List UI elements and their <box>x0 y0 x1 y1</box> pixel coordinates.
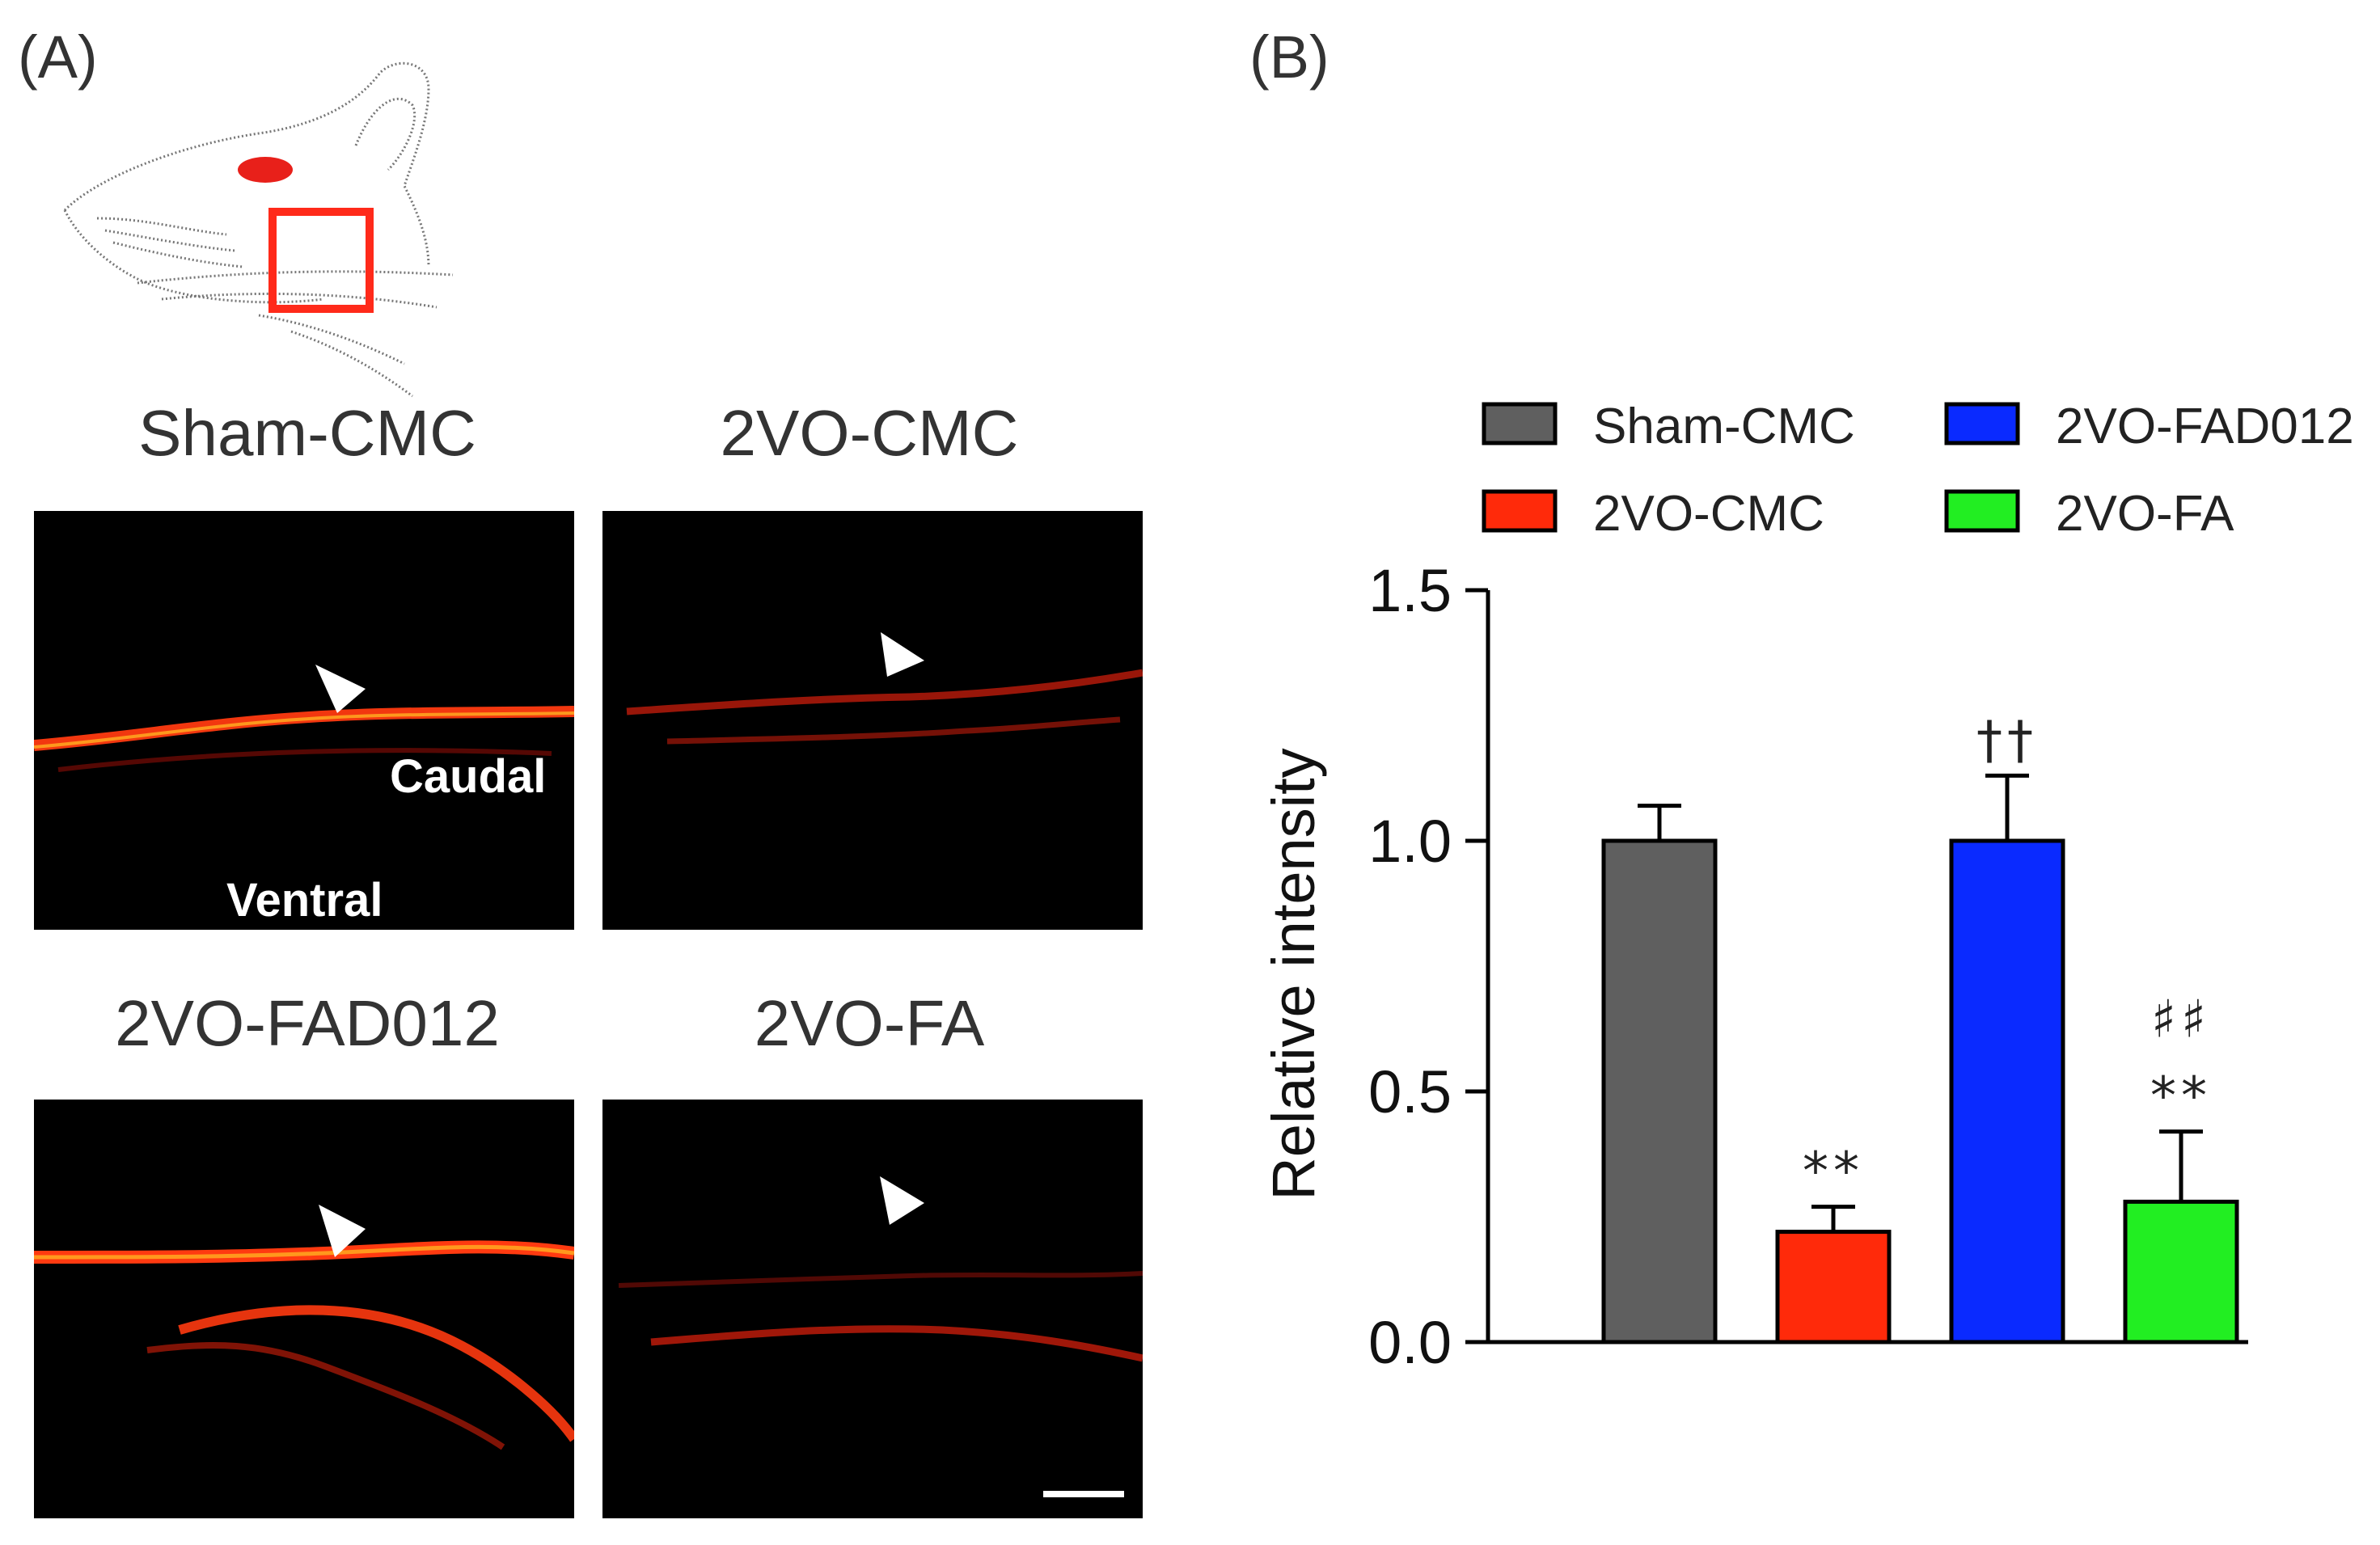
significance-marker: ♯♯ <box>2151 990 2211 1050</box>
y-tick-label: 0.5 <box>1368 1058 1452 1125</box>
chart-error-bars <box>1638 773 2203 1232</box>
legend-swatch <box>1482 402 1558 445</box>
arrowhead-marker <box>315 665 366 713</box>
micrograph-2vo-cmc <box>602 511 1143 930</box>
significance-marker: ** <box>1803 1142 1864 1202</box>
arrowhead-marker <box>319 1205 366 1257</box>
legend-label: 2VO-FA <box>2056 486 2234 542</box>
y-tick-label: 1.5 <box>1368 557 1452 624</box>
label-caudal: Caudal <box>390 750 547 803</box>
bar-chart: Sham-CMC 2VO-FAD012 2VO-CMC 2VO-FA 0.0 0.5 1.… <box>1260 399 2354 1374</box>
bar-2vo-cmc <box>1775 1230 1892 1344</box>
micrograph-sham-cmc: Caudal Ventral <box>34 511 574 930</box>
bar-sham-cmc <box>1601 838 1718 1344</box>
rat-eye <box>238 157 293 183</box>
region-highlight-box <box>268 208 374 313</box>
chart-bars <box>1601 838 2239 1344</box>
legend-swatch <box>1944 402 2020 445</box>
panel-label-b: (B) <box>1249 23 1330 91</box>
chart-annotations: ** †† ♯♯ ** <box>1803 711 2212 1202</box>
image-title-2vo-fa: 2VO-FA <box>754 987 985 1059</box>
micrograph-2vo-fad012 <box>34 1100 574 1518</box>
rat-head-illustration <box>63 61 454 398</box>
y-tick-label: 0.0 <box>1368 1309 1452 1374</box>
image-title-sham-cmc: Sham-CMC <box>138 397 476 469</box>
significance-marker: †† <box>1976 711 2038 770</box>
bar-2vo-fa <box>2123 1199 2239 1344</box>
label-ventral: Ventral <box>226 874 383 927</box>
scale-bar <box>1043 1491 1124 1497</box>
image-title-2vo-cmc: 2VO-CMC <box>720 397 1019 469</box>
legend-label: 2VO-FAD012 <box>2056 399 2354 454</box>
legend-swatch <box>1482 489 1558 533</box>
y-axis-label: Relative intensity <box>1260 748 1327 1200</box>
chart-axes: 0.0 0.5 1.0 1.5 <box>1368 557 2248 1374</box>
significance-marker: ** <box>2150 1067 2212 1127</box>
chart-legend: Sham-CMC 2VO-FAD012 2VO-CMC 2VO-FA <box>1482 399 2354 542</box>
legend-label: Sham-CMC <box>1593 399 1855 454</box>
image-title-2vo-fad012: 2VO-FAD012 <box>115 987 500 1059</box>
y-tick-label: 1.0 <box>1368 808 1452 875</box>
arrowhead-marker <box>880 1176 924 1225</box>
bar-2vo-fad012 <box>1949 838 2065 1344</box>
panel-label-a: (A) <box>18 23 98 91</box>
legend-label: 2VO-CMC <box>1593 486 1824 542</box>
micrograph-2vo-fa <box>602 1100 1143 1518</box>
legend-swatch <box>1944 489 2020 533</box>
arrowhead-marker <box>881 632 924 677</box>
